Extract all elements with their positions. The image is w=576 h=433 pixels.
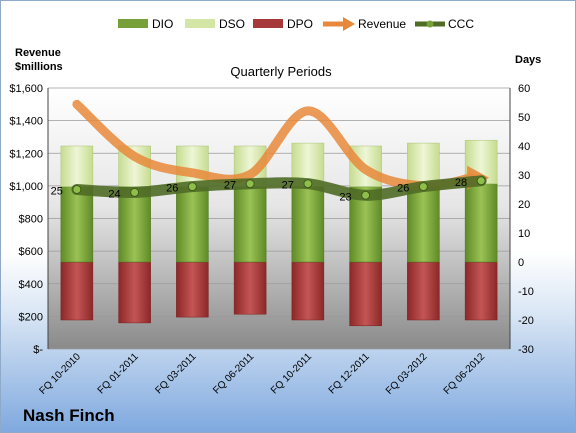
ccc-data-label: 28 bbox=[455, 177, 467, 189]
ccc-point bbox=[476, 176, 486, 186]
company-name: Nash Finch bbox=[23, 406, 115, 425]
left-axis-title-line1: Revenue bbox=[15, 47, 61, 59]
bar-dpo bbox=[118, 261, 151, 324]
ccc-line bbox=[71, 175, 487, 201]
bar-dpo bbox=[60, 261, 94, 321]
right-tick-label: 60 bbox=[518, 83, 530, 95]
ccc-point bbox=[303, 179, 313, 189]
left-tick-label: $800 bbox=[19, 214, 43, 226]
ccc-point bbox=[72, 185, 82, 194]
category-axis: FQ 10-2010 FQ 01-2011 FQ 03-2011 FQ 06-2011… bbox=[37, 351, 487, 397]
ccc-data-label: 25 bbox=[51, 186, 63, 198]
left-tick-label: $400 bbox=[19, 279, 43, 291]
right-axis: -30 -20 -10 0 10 20 30 40 50 60 bbox=[509, 83, 534, 356]
legend-label-revenue: Revenue bbox=[358, 17, 406, 31]
ccc-data-label: 27 bbox=[224, 180, 236, 192]
bar-dio bbox=[176, 186, 209, 263]
ccc-data-label: 26 bbox=[166, 183, 178, 195]
right-tick-label: 40 bbox=[518, 141, 530, 153]
left-axis: $- $200 $400 $600 $800 $1,000 $1,200 $1,400 $1,6… bbox=[9, 83, 49, 356]
category-label: FQ 01-2011 bbox=[96, 351, 141, 396]
right-tick-label: 0 bbox=[518, 257, 524, 269]
legend-label-ccc: CCC bbox=[448, 17, 474, 31]
left-tick-label: $600 bbox=[19, 246, 43, 258]
ccc-series: 25 24 26 27 27 23 26 28 bbox=[51, 175, 487, 203]
bar-dso bbox=[176, 145, 209, 187]
bar-dso bbox=[407, 142, 440, 187]
bar-dpo bbox=[464, 261, 498, 321]
right-tick-label: -10 bbox=[518, 286, 534, 298]
right-tick-label: 30 bbox=[518, 170, 530, 182]
legend-swatch-revenue bbox=[323, 17, 355, 31]
category-label: FQ 03-2012 bbox=[384, 351, 430, 397]
legend-swatch-ccc bbox=[415, 20, 445, 28]
right-axis-title: Days bbox=[515, 54, 541, 66]
bar-dio bbox=[118, 186, 151, 263]
right-tick-label: 50 bbox=[518, 112, 530, 124]
bar-dio bbox=[60, 186, 94, 263]
legend-label-dio: DIO bbox=[152, 17, 173, 31]
left-tick-label: $1,400 bbox=[9, 116, 43, 128]
bar-dio bbox=[291, 186, 325, 263]
right-tick-label: -20 bbox=[518, 315, 534, 327]
left-tick-label: $1,600 bbox=[9, 83, 43, 95]
bar-dpo bbox=[233, 261, 267, 315]
ccc-data-label: 23 bbox=[339, 191, 351, 203]
category-label: FQ 10-2011 bbox=[269, 351, 314, 396]
category-label: FQ 03-2011 bbox=[154, 351, 199, 396]
bar-dpo bbox=[349, 261, 382, 327]
ccc-point bbox=[418, 182, 428, 192]
right-tick-label: 10 bbox=[518, 228, 530, 240]
legend-swatch-dio bbox=[118, 19, 148, 28]
legend-swatch-dso bbox=[185, 19, 215, 28]
chart-title: Quarterly Periods bbox=[230, 64, 332, 79]
right-tick-label: 20 bbox=[518, 199, 530, 211]
legend-label-dso: DSO bbox=[219, 17, 245, 31]
ccc-point bbox=[361, 190, 371, 200]
ccc-data-label: 26 bbox=[397, 183, 409, 195]
ccc-point bbox=[245, 179, 255, 189]
category-label: FQ 10-2010 bbox=[37, 351, 83, 397]
left-axis-title-line2: $millions bbox=[15, 61, 63, 73]
legend-swatch-dpo bbox=[253, 19, 283, 28]
bar-dpo bbox=[291, 261, 325, 321]
ccc-point bbox=[130, 187, 140, 197]
bar-dio bbox=[464, 183, 498, 263]
category-label: FQ 06-2012 bbox=[442, 351, 488, 397]
category-label: FQ 06-2011 bbox=[211, 351, 256, 396]
ccc-point bbox=[187, 182, 197, 192]
bar-dso bbox=[60, 145, 94, 187]
bar-dio bbox=[233, 186, 267, 263]
left-tick-label: $1,200 bbox=[9, 148, 43, 160]
left-tick-label: $200 bbox=[19, 311, 43, 323]
category-label: FQ 12-2011 bbox=[327, 351, 372, 396]
legend: DIO DSO DPO Revenue CCC bbox=[118, 17, 474, 31]
ccc-data-label: 24 bbox=[108, 188, 120, 200]
right-tick-label: -30 bbox=[518, 344, 534, 356]
left-tick-label: $- bbox=[33, 344, 43, 356]
bar-dpo bbox=[176, 261, 209, 318]
bar-dpo bbox=[407, 261, 440, 321]
legend-label-dpo: DPO bbox=[287, 17, 313, 31]
ccc-data-label: 27 bbox=[282, 180, 294, 192]
left-tick-label: $1,000 bbox=[9, 181, 43, 193]
bar-dio bbox=[407, 186, 440, 263]
